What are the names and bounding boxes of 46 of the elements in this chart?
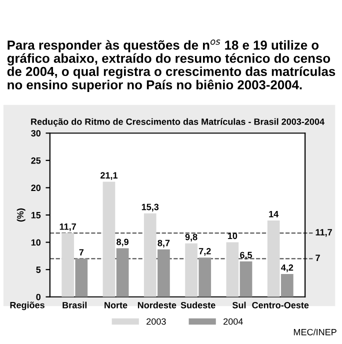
y-axis-title: (%): [16, 208, 26, 222]
x-tick-label: Centro-Oeste: [252, 302, 309, 308]
y-tick-label: 15: [31, 212, 41, 218]
data-label: 10: [228, 232, 238, 240]
x-axis-title: Regiões: [10, 302, 44, 310]
data-label: 14: [269, 210, 279, 218]
data-label: 8,9: [116, 238, 129, 246]
x-tick-label: Sul: [232, 302, 246, 308]
bar: [75, 258, 88, 297]
bar: [280, 274, 294, 297]
y-tick-label: 10: [31, 239, 41, 246]
data-label: 7: [79, 249, 84, 256]
data-label: 6,5: [240, 252, 252, 260]
y-tick-label: 25: [31, 157, 41, 164]
x-tick-label: Sudeste: [180, 302, 216, 308]
x-tick-label: Brasil: [62, 302, 87, 308]
data-label: 15,3: [142, 204, 159, 212]
ref-line-label: 11,7: [316, 229, 332, 237]
bar: [226, 242, 239, 297]
bar: [185, 243, 198, 297]
bar: [267, 220, 280, 297]
data-label: 21,1: [100, 172, 118, 180]
y-tick-label: 20: [31, 184, 41, 192]
text: MEC/INEP: [294, 328, 336, 336]
bar: [144, 213, 156, 297]
y-tick-label: 30: [31, 130, 41, 136]
x-tick-label: Nordeste: [138, 302, 176, 308]
legend-label: 2003: [146, 318, 166, 325]
bar: [102, 182, 116, 297]
bar: [240, 261, 252, 297]
data-label: 11,7: [60, 224, 76, 232]
ref-line-label: 7: [316, 254, 320, 261]
y-tick-label: 0: [36, 294, 41, 300]
bar: [198, 258, 212, 297]
y-tick-label: 5: [36, 266, 41, 273]
data-label: 9,8: [185, 234, 198, 242]
bar: [158, 249, 170, 297]
data-label: 7,2: [198, 248, 211, 256]
legend-label: 2004: [224, 318, 243, 325]
data-label: 4,2: [281, 264, 294, 272]
chart-title: Redução do Ritmo de Crescimento das Matrículas - Brasil 2003-2004: [31, 118, 324, 127]
x-tick-label: Norte: [104, 302, 128, 308]
text: Para responder às questões de n$^{os}$ 18 e 19 utilize o gráfico abaixo, extraído do resumo técnico do censo de 2004, o qual registra o crescimento das matrículas no ensino superior no País no biênio 2003-2004.: [7, 40, 336, 92]
bar: [116, 248, 129, 297]
bar: [62, 233, 74, 297]
data-label: 8,7: [158, 240, 170, 248]
